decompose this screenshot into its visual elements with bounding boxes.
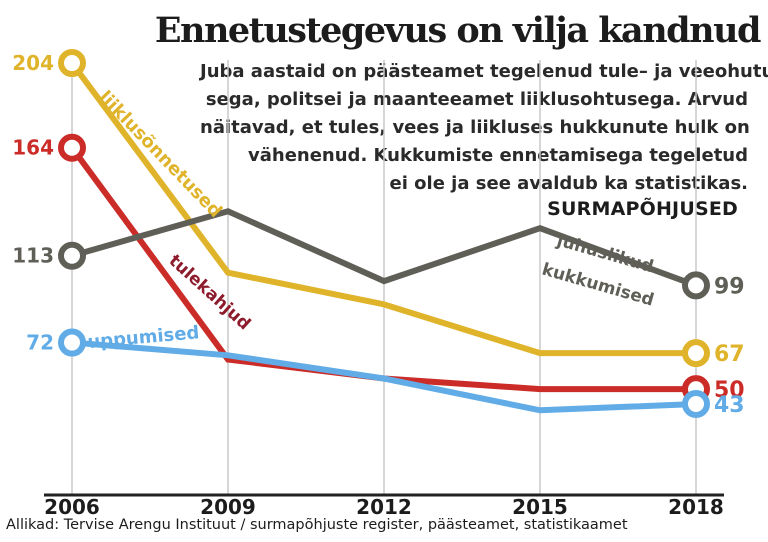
x-tick-2015: 2015: [512, 495, 568, 519]
x-tick-2006: 2006: [44, 495, 100, 519]
series-line-uppumised: [71, 339, 697, 414]
marker-kukkumised-2006: [58, 241, 86, 270]
source-note: Allikad: Tervise Arengu Instituut / surm…: [6, 517, 628, 533]
data-label-kukkumised-start: 113: [12, 244, 54, 268]
marker-liiklus-2018: [682, 339, 710, 368]
marker-tule-2006: [58, 133, 86, 162]
series-markers: 204 67 164 50 113 99 72 43: [12, 49, 745, 418]
data-label-liiklus-end: 67: [714, 342, 745, 367]
data-label-uppumised-end: 43: [714, 393, 745, 418]
x-tick-2012: 2012: [356, 495, 412, 519]
x-tick-2009: 2009: [200, 495, 256, 519]
data-label-tule-end: 50: [714, 378, 745, 403]
series-line-liiklus: [69, 61, 696, 357]
data-label-kukkumised-end: 99: [714, 274, 745, 299]
x-tick-2018: 2018: [668, 495, 724, 519]
description-line: ei ole ja see avaldub ka statistikas.: [389, 173, 748, 194]
chart-title: Ennetustegevus on vilja kandnud: [154, 10, 762, 51]
marker-kukkumised-2018: [682, 271, 710, 300]
marker-uppumised-2018: [682, 389, 710, 418]
series-lines: [69, 61, 698, 414]
section-label: SURMAPÕHJUSED: [547, 198, 738, 220]
series-line-kukkumised: [71, 208, 698, 289]
description-line: näitavad, et tules, vees ja liikluses hu…: [200, 117, 750, 138]
description-line: vähenenud. Kukkumiste ennetamisega tegel…: [248, 145, 748, 166]
data-label-liiklus-start: 204: [12, 51, 54, 75]
marker-liiklus-2006: [58, 49, 86, 78]
data-label-uppumised-start: 72: [26, 331, 54, 355]
description: Juba aastaid on päästeamet tegelenud tul…: [200, 58, 768, 198]
description-line: Juba aastaid on päästeamet tegelenud tul…: [200, 61, 768, 82]
description-line: sega, politsei ja maanteeamet liiklusoht…: [205, 89, 748, 110]
x-tick-labels: 2006 2009 2012 2015 2018: [44, 495, 724, 519]
marker-uppumised-2006: [58, 328, 86, 357]
data-label-tule-start: 164: [12, 136, 54, 160]
